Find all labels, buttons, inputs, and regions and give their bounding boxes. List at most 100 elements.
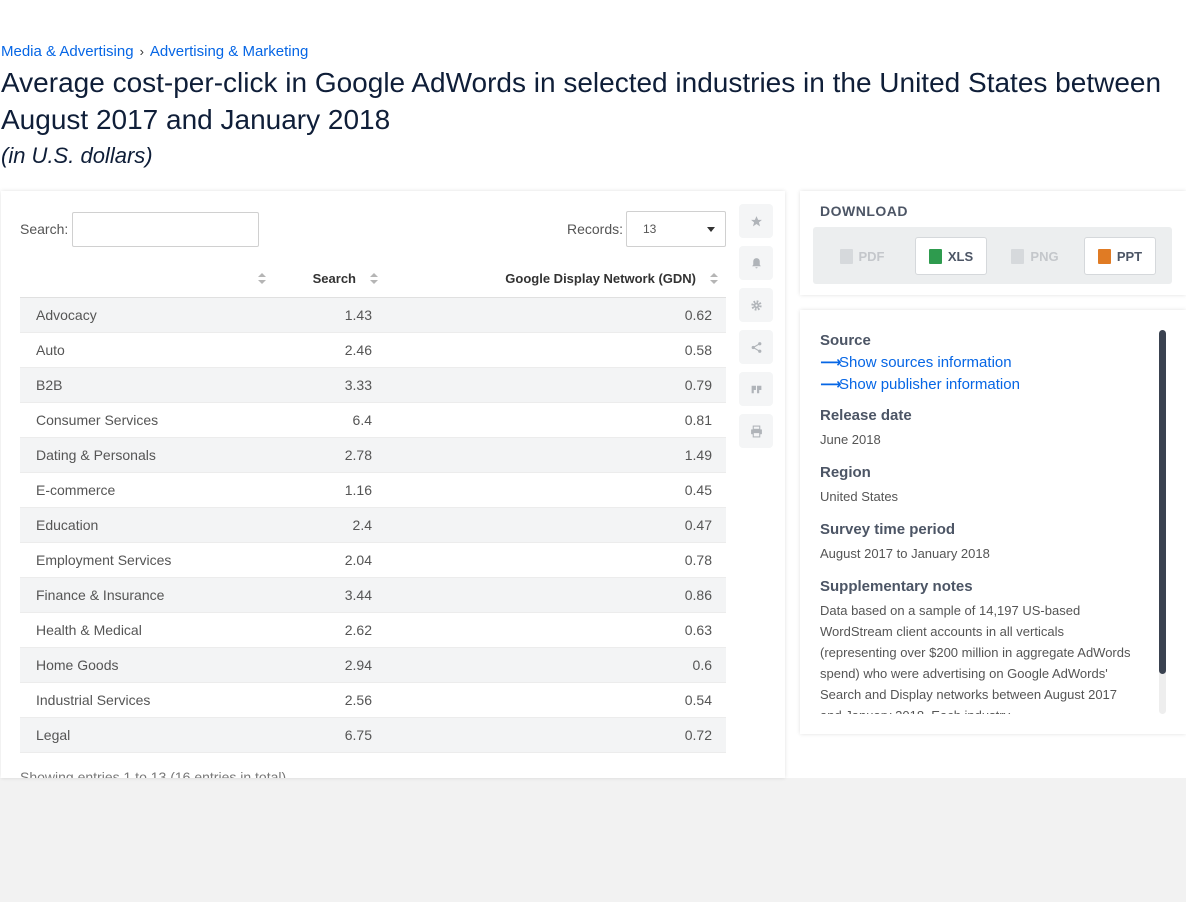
table-row: Industrial Services 2.56 0.54 — [20, 682, 726, 718]
download-card: DOWNLOAD PDF XLS PNG PPT — [800, 191, 1186, 295]
cell-search-value: 2.46 — [274, 332, 386, 368]
png-file-icon — [1011, 248, 1025, 264]
cell-category: Consumer Services — [20, 402, 274, 438]
download-ppt-button[interactable]: PPT — [1084, 237, 1156, 275]
gear-icon[interactable] — [739, 288, 773, 322]
column-header-search[interactable]: Search — [274, 261, 386, 298]
scrollbar-thumb[interactable] — [1159, 330, 1166, 674]
cell-category: Health & Medical — [20, 612, 274, 648]
column-header-label: Google Display Network (GDN) — [505, 271, 696, 287]
quote-icon[interactable] — [739, 372, 773, 406]
cell-search-value: 2.94 — [274, 647, 386, 683]
download-pdf-label: PDF — [858, 248, 885, 264]
show-publisher-link[interactable]: ⟶ Show publisher information — [820, 375, 1140, 394]
statistic-table-card: Search: Records: 13 Search Google Displa… — [1, 191, 785, 778]
cell-category: E-commerce — [20, 472, 274, 508]
records-select-value: 13 — [643, 222, 657, 236]
details-scroll-area[interactable]: Source ⟶ Show sources information ⟶ Show… — [820, 330, 1140, 714]
cell-gdn-value: 0.62 — [386, 297, 726, 333]
show-sources-label: Show sources information — [839, 353, 1012, 371]
table-row: B2B 3.33 0.79 — [20, 367, 726, 403]
cell-search-value: 3.44 — [274, 577, 386, 613]
column-header-gdn[interactable]: Google Display Network (GDN) — [386, 261, 726, 298]
column-header-category[interactable] — [20, 261, 274, 298]
table-row: Consumer Services 6.4 0.81 — [20, 402, 726, 438]
survey-period-value: August 2017 to January 2018 — [820, 546, 990, 561]
cell-search-value: 1.43 — [274, 297, 386, 333]
records-select[interactable]: 13 — [626, 211, 726, 247]
table-body: Advocacy 1.43 0.62 Auto 2.46 0.58 B2B 3.33 0.79 C… — [20, 297, 726, 753]
cell-category: Legal — [20, 717, 274, 753]
release-date-value: June 2018 — [820, 432, 881, 447]
arrow-right-icon: ⟶ — [820, 376, 842, 393]
region-value: United States — [820, 489, 899, 504]
star-icon[interactable] — [739, 204, 773, 238]
breadcrumb-separator-icon: › — [139, 44, 144, 59]
cell-gdn-value: 0.47 — [386, 507, 726, 543]
cell-gdn-value: 0.86 — [386, 577, 726, 613]
data-table: Search Google Display Network (GDN) Advo… — [20, 261, 726, 753]
table-row: E-commerce 1.16 0.45 — [20, 472, 726, 508]
cell-category: B2B — [20, 367, 274, 403]
cell-search-value: 2.78 — [274, 437, 386, 473]
bell-icon[interactable] — [739, 246, 773, 280]
cell-gdn-value: 0.81 — [386, 402, 726, 438]
cell-search-value: 2.62 — [274, 612, 386, 648]
download-xls-button[interactable]: XLS — [915, 237, 987, 275]
arrow-right-icon: ⟶ — [820, 354, 842, 371]
sort-icon — [258, 273, 266, 285]
sort-icon — [710, 273, 718, 285]
cell-search-value: 6.4 — [274, 402, 386, 438]
share-icon[interactable] — [739, 330, 773, 364]
table-row: Education 2.4 0.47 — [20, 507, 726, 543]
supplementary-notes-heading: Supplementary notes — [820, 578, 973, 595]
cell-gdn-value: 0.58 — [386, 332, 726, 368]
download-title: DOWNLOAD — [820, 203, 908, 219]
statistic-details-card: Source ⟶ Show sources information ⟶ Show… — [800, 310, 1186, 734]
cell-category: Auto — [20, 332, 274, 368]
download-png-label: PNG — [1030, 248, 1059, 264]
download-png-button[interactable]: PNG — [999, 237, 1071, 275]
table-row: Employment Services 2.04 0.78 — [20, 542, 726, 578]
cell-category: Industrial Services — [20, 682, 274, 718]
cell-gdn-value: 0.54 — [386, 682, 726, 718]
table-row: Auto 2.46 0.58 — [20, 332, 726, 368]
source-heading: Source — [820, 332, 871, 349]
cell-search-value: 2.04 — [274, 542, 386, 578]
table-row: Finance & Insurance 3.44 0.86 — [20, 577, 726, 613]
records-label: Records: — [567, 221, 624, 237]
column-header-label: Search — [312, 271, 356, 287]
show-publisher-label: Show publisher information — [839, 375, 1020, 393]
cell-gdn-value: 0.78 — [386, 542, 726, 578]
cell-category: Home Goods — [20, 647, 274, 683]
show-sources-link[interactable]: ⟶ Show sources information — [820, 353, 1140, 372]
xls-file-icon — [928, 248, 942, 264]
sort-icon — [370, 273, 378, 285]
page-subtitle: (in U.S. dollars) — [1, 143, 153, 168]
cell-gdn-value: 0.6 — [386, 647, 726, 683]
cell-search-value: 1.16 — [274, 472, 386, 508]
download-ppt-label: PPT — [1116, 248, 1143, 264]
table-row: Dating & Personals 2.78 1.49 — [20, 437, 726, 473]
print-icon[interactable] — [739, 414, 773, 448]
cell-gdn-value: 1.49 — [386, 437, 726, 473]
cell-category: Education — [20, 507, 274, 543]
region-heading: Region — [820, 464, 871, 481]
search-input[interactable] — [72, 212, 259, 247]
breadcrumb: Media & Advertising › Advertising & Mark… — [1, 43, 308, 60]
cell-gdn-value: 0.63 — [386, 612, 726, 648]
cell-category: Finance & Insurance — [20, 577, 274, 613]
download-pdf-button[interactable]: PDF — [826, 237, 898, 275]
page-title: Average cost-per-click in Google AdWords… — [1, 67, 1162, 135]
breadcrumb-link-advertising[interactable]: Advertising & Marketing — [149, 43, 309, 60]
cell-category: Employment Services — [20, 542, 274, 578]
details-scrollbar[interactable] — [1159, 330, 1166, 714]
cell-search-value: 2.56 — [274, 682, 386, 718]
breadcrumb-link-media[interactable]: Media & Advertising — [1, 43, 134, 60]
pdf-file-icon — [839, 248, 853, 264]
supplementary-notes-value: Data based on a sample of 14,197 US-base… — [820, 603, 1131, 714]
table-header-row: Search Google Display Network (GDN) — [20, 261, 726, 298]
cell-gdn-value: 0.45 — [386, 472, 726, 508]
cell-search-value: 3.33 — [274, 367, 386, 403]
cell-category: Dating & Personals — [20, 437, 274, 473]
